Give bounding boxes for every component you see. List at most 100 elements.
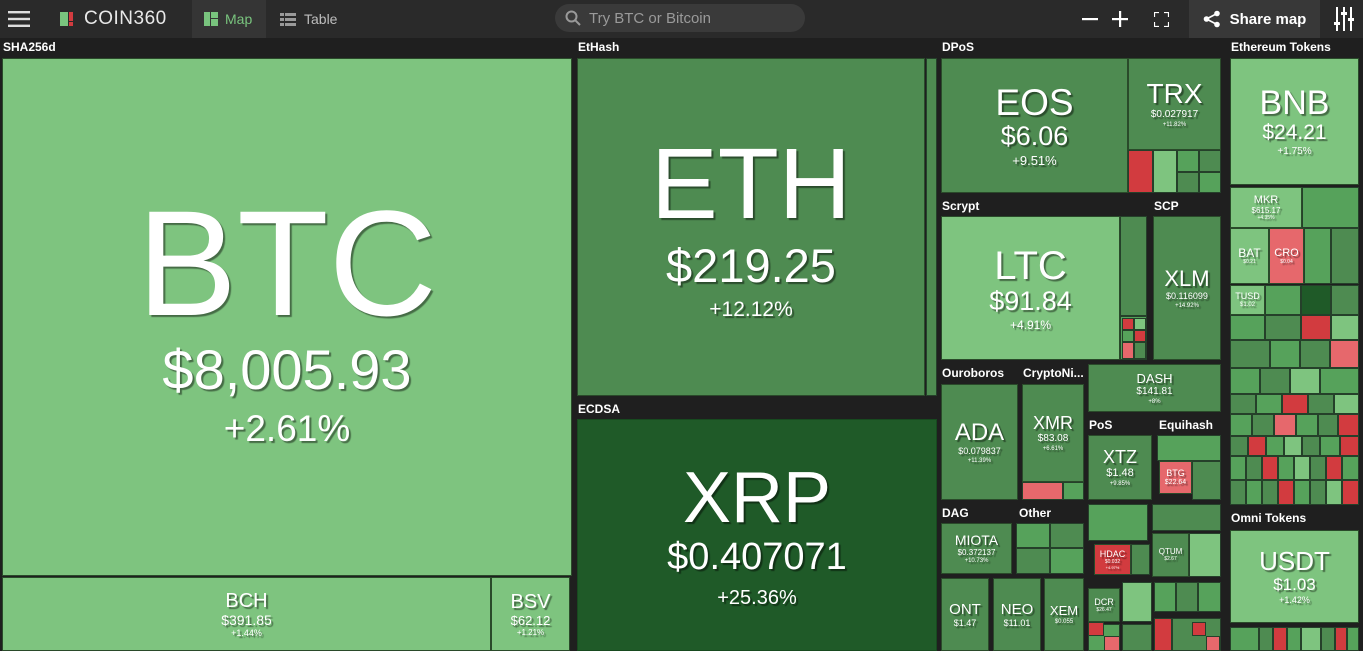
coin-tile-small[interactable] <box>926 58 937 396</box>
coin-tile-small[interactable] <box>1340 436 1359 456</box>
coin-tile-small[interactable] <box>1296 414 1318 436</box>
coin-tile-xem[interactable]: XEM $0.055 <box>1044 578 1084 651</box>
coin-tile-small[interactable] <box>1347 627 1359 651</box>
search-box[interactable] <box>555 4 805 32</box>
coin-tile-small[interactable] <box>1300 340 1330 368</box>
coin-tile-small[interactable] <box>1154 582 1176 612</box>
coin-tile-small[interactable] <box>1266 436 1284 456</box>
coin-tile-bat[interactable]: BAT $0.21 <box>1230 228 1269 284</box>
coin-tile-trx[interactable]: TRX $0.027917 +11.82% <box>1128 58 1221 150</box>
coin-tile-small[interactable] <box>1134 330 1146 342</box>
group-label-equihash[interactable]: Equihash <box>1156 416 1224 434</box>
coin-tile-small[interactable] <box>1230 340 1270 368</box>
settings-button[interactable] <box>1324 0 1363 38</box>
coin-tile-small[interactable] <box>1016 523 1050 548</box>
coin-tile-small[interactable] <box>1022 482 1063 500</box>
coin-tile-ltc[interactable]: LTC $91.84 +4.91% <box>941 216 1120 360</box>
coin-tile-small[interactable] <box>1199 150 1221 172</box>
coin-tile-small[interactable] <box>1301 627 1321 651</box>
tab-table[interactable]: Table <box>266 0 346 38</box>
coin-tile-btg[interactable]: BTG $22.64 <box>1159 461 1192 494</box>
group-label-other[interactable]: Other <box>1016 504 1086 522</box>
coin-tile-small[interactable] <box>1256 394 1282 414</box>
coin-tile-bsv[interactable]: BSV $62.12 +1.21% <box>491 577 570 651</box>
coin-tile-small[interactable] <box>1320 436 1340 456</box>
coin-tile-small[interactable] <box>1259 627 1273 651</box>
coin-tile-small[interactable] <box>1273 627 1287 651</box>
coin-tile-small[interactable] <box>1192 622 1206 636</box>
coin-tile-small[interactable] <box>1050 548 1084 574</box>
coin-tile-small[interactable] <box>1122 330 1134 342</box>
coin-tile-small[interactable] <box>1122 342 1134 359</box>
coin-tile-small[interactable] <box>1199 172 1221 193</box>
coin-tile-small[interactable] <box>1177 150 1199 172</box>
coin-tile-small[interactable] <box>1294 480 1310 505</box>
zoom-out-button[interactable] <box>1078 0 1102 38</box>
coin-tile-small[interactable] <box>1326 480 1342 505</box>
coin-tile-small[interactable] <box>1262 456 1278 480</box>
coin-tile-miota[interactable]: MIOTA $0.372137 +10.73% <box>941 523 1012 574</box>
coin-tile-small[interactable] <box>1284 436 1302 456</box>
coin-tile-cro[interactable]: CRO $0.04 <box>1269 228 1304 284</box>
coin-tile-neo[interactable]: NEO $11.01 <box>993 578 1041 651</box>
coin-tile-small[interactable] <box>1265 285 1301 315</box>
coin-tile-small[interactable] <box>1331 315 1359 340</box>
coin-tile-small[interactable] <box>1252 414 1274 436</box>
coin-tile-small[interactable] <box>1265 315 1301 340</box>
group-label-ecdsa[interactable]: ECDSA <box>575 400 937 418</box>
group-label-ethash[interactable]: EtHash <box>575 38 937 56</box>
coin-tile-xtz[interactable]: XTZ $1.48 +9.85% <box>1088 435 1152 500</box>
coin-tile-small[interactable] <box>1335 627 1347 651</box>
coin-tile-small[interactable] <box>1230 394 1256 414</box>
coin-tile-small[interactable] <box>1154 618 1172 651</box>
coin-tile-small[interactable] <box>1230 315 1265 340</box>
coin-tile-small[interactable] <box>1331 285 1359 315</box>
coin-tile-small[interactable] <box>1287 627 1301 651</box>
coin-tile-dcr[interactable]: DCR $26.47 <box>1088 588 1120 622</box>
coin-tile-small[interactable] <box>1206 636 1220 651</box>
coin-tile-small[interactable] <box>1318 414 1338 436</box>
coin-tile-small[interactable] <box>1310 480 1326 505</box>
coin-tile-small[interactable] <box>1063 482 1084 500</box>
share-map-button[interactable]: Share map <box>1189 0 1320 38</box>
coin-tile-small[interactable] <box>1122 582 1152 622</box>
logo[interactable]: COIN360 <box>60 0 185 38</box>
coin-tile-small[interactable] <box>1338 414 1359 436</box>
coin-tile-btc[interactable]: BTC $8,005.93 +2.61% <box>2 58 572 576</box>
coin-tile-tusd[interactable]: TUSD $1.02 <box>1230 285 1265 315</box>
coin-tile-small[interactable] <box>1248 436 1266 456</box>
coin-tile-small[interactable] <box>1342 480 1359 505</box>
coin-tile-xmr[interactable]: XMR $83.08 +6.61% <box>1022 384 1084 482</box>
coin-tile-small[interactable] <box>1301 285 1331 315</box>
coin-tile-xrp[interactable]: XRP $0.407071 +25.36% <box>577 419 937 651</box>
coin-tile-small[interactable] <box>1189 533 1221 577</box>
coin-tile-small[interactable] <box>1246 480 1262 505</box>
coin-tile-small[interactable] <box>1192 461 1221 500</box>
coin-tile-small[interactable] <box>1330 340 1359 368</box>
coin-tile-small[interactable] <box>1246 456 1262 480</box>
coin-tile-small[interactable] <box>1301 315 1331 340</box>
coin-tile-small[interactable] <box>1153 150 1177 193</box>
coin-tile-small[interactable] <box>1230 480 1246 505</box>
coin-tile-ada[interactable]: ADA $0.079837 +11.39% <box>941 384 1018 500</box>
coin-tile-small[interactable] <box>1331 228 1359 284</box>
coin-tile-small[interactable] <box>1134 342 1146 359</box>
coin-tile-small[interactable] <box>1326 456 1342 480</box>
coin-tile-small[interactable] <box>1177 172 1199 193</box>
coin-tile-hdac[interactable]: HDAC $0.032 +4.97% <box>1094 544 1131 575</box>
coin-tile-mkr[interactable]: MKR $615.17 +4.35% <box>1230 187 1302 228</box>
coin-tile-small[interactable] <box>1131 544 1150 575</box>
coin-tile-small[interactable] <box>1152 504 1221 531</box>
coin-tile-small[interactable] <box>1342 456 1359 480</box>
coin-tile-small[interactable] <box>1302 436 1320 456</box>
coin-tile-small[interactable] <box>1120 216 1147 316</box>
coin-tile-small[interactable] <box>1320 368 1359 394</box>
search-input[interactable] <box>587 8 791 28</box>
coin-tile-small[interactable] <box>1278 480 1294 505</box>
coin-tile-small[interactable] <box>1262 480 1278 505</box>
zoom-in-button[interactable] <box>1108 0 1132 38</box>
coin-tile-small[interactable] <box>1198 582 1221 612</box>
coin-tile-small[interactable] <box>1282 394 1308 414</box>
coin-tile-eth[interactable]: ETH $219.25 +12.12% <box>577 58 925 396</box>
coin-tile-small[interactable] <box>1302 187 1359 228</box>
